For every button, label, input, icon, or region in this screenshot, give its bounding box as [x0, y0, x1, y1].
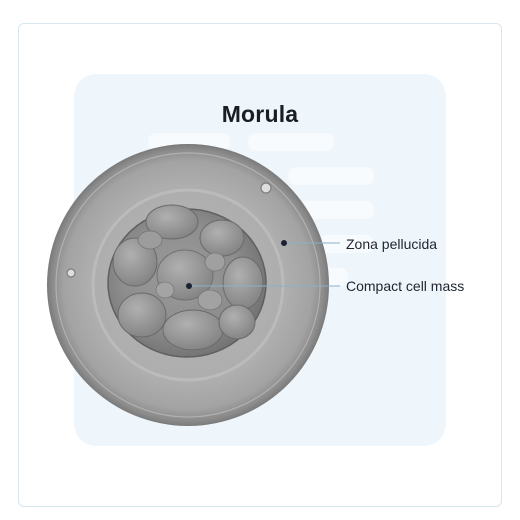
- decorative-bar: [248, 133, 334, 151]
- zona-marker: [281, 240, 287, 246]
- decorative-bar: [288, 167, 374, 185]
- diagram-title: Morula: [221, 101, 299, 127]
- compact-cell-mass-label: Compact cell mass: [346, 278, 465, 294]
- decorative-bar: [318, 235, 374, 253]
- mass-marker: [186, 283, 192, 289]
- compact-cell-mass-region: [107, 204, 267, 358]
- zona-pellucida-label: Zona pellucida: [346, 236, 438, 252]
